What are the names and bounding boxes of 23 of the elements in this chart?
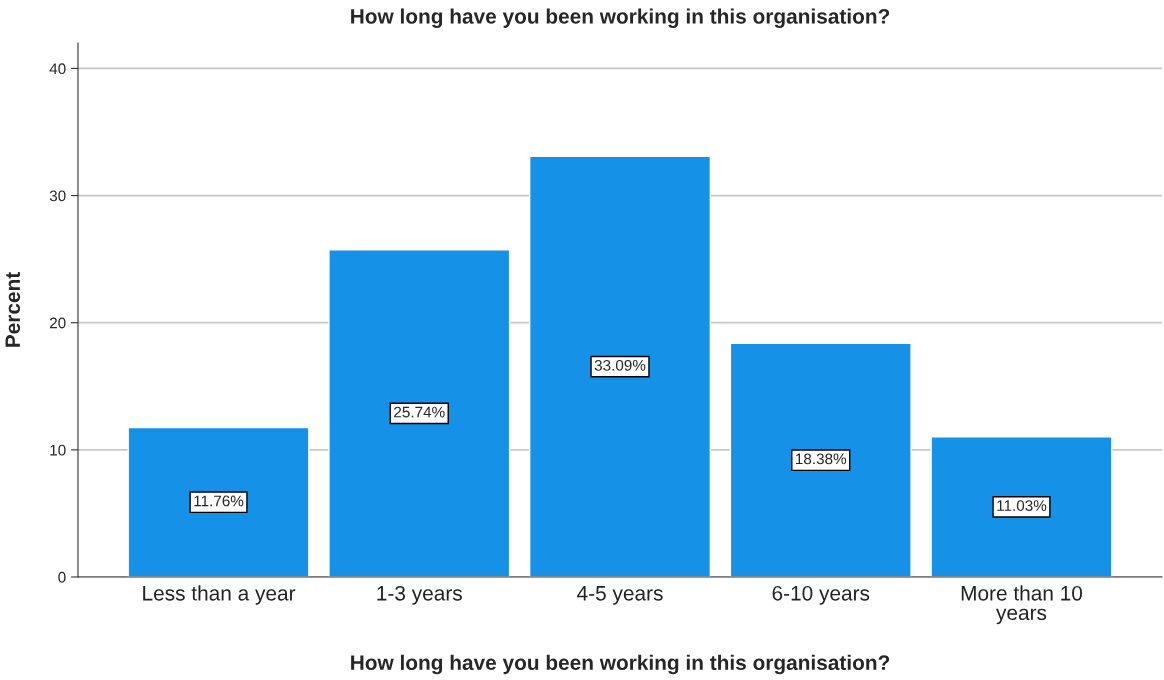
data-label: 11.03% xyxy=(997,500,1047,511)
bar xyxy=(127,426,310,577)
bar xyxy=(930,436,1113,577)
x-tick-label: 4-5 years xyxy=(577,586,663,605)
x-tick-label: 1-3 years xyxy=(377,585,462,605)
y-tick-label: 0 xyxy=(58,571,66,583)
y-tick-label: 40 xyxy=(49,63,66,75)
data-label: 18.38% xyxy=(796,453,847,465)
data-label: 25.74% xyxy=(394,406,445,418)
bar xyxy=(528,155,712,577)
y-axis-title: Percent xyxy=(5,272,21,347)
bar xyxy=(729,342,912,577)
bar xyxy=(328,249,511,577)
y-tick-label: 30 xyxy=(49,190,66,202)
y-tick-label: 10 xyxy=(50,444,66,456)
data-label: 33.09% xyxy=(594,359,646,371)
chart-title: How long have you been working in this organisation? xyxy=(351,8,890,28)
y-tick-label: 20 xyxy=(49,317,66,329)
data-label: 11.76% xyxy=(194,495,244,507)
x-tick-label: Less than a year xyxy=(143,585,296,605)
x-axis-title: How long have you been working in this organisation? xyxy=(351,654,890,675)
x-tick-label: 6-10 years xyxy=(772,585,870,605)
x-tick-label: More than 10 years xyxy=(961,585,1083,625)
